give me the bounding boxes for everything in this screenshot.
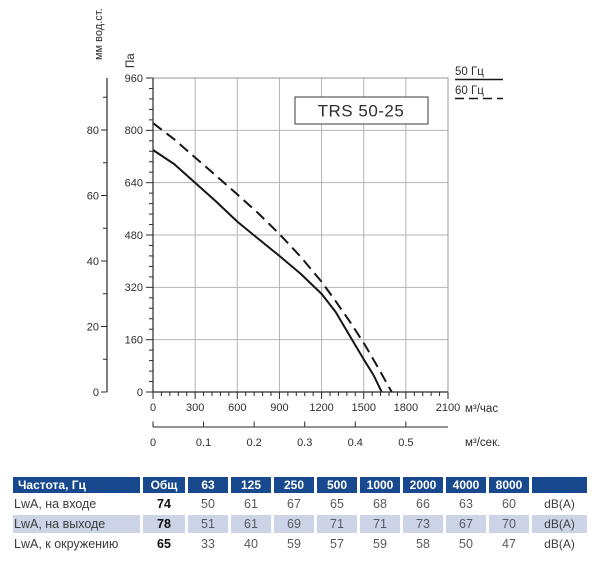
chart-title: TRS 50-25 [318,102,405,121]
x-tick-label: 2100 [436,402,460,414]
x2-tick-label: 0.2 [246,437,261,449]
row-value-cell: 67 [287,497,301,511]
row-value-cell: 71 [360,515,400,533]
curves [152,122,393,393]
row-value-cell: 70 [489,515,529,533]
y2-axis-caption: мм вод.ст. [93,8,105,60]
row-value-cell: 57 [330,537,344,551]
y-tick-label: 0 [137,387,143,399]
axes [101,77,449,428]
x-tick-label: 900 [270,402,288,414]
y-tick-label: 320 [125,282,143,294]
row-value-cell: 69 [274,515,314,533]
row-value-cell: 58 [416,537,430,551]
row-value-cell: 59 [373,537,387,551]
curve-50гц [152,149,383,393]
row-value-cell: 67 [446,515,486,533]
y-axis-caption: Па [125,53,137,68]
legend: 50 Гц 60 Гц [455,66,503,100]
y2-tick-label: 0 [93,387,99,399]
legend-label-60hz: 60 Гц [455,85,484,97]
row-value-cell: 68 [373,497,387,511]
row-value-cell: 73 [403,515,443,533]
x2-tick-label: 0 [150,437,156,449]
table-header-cell: 8000 [489,477,529,493]
x2-tick-label: 0.3 [297,437,312,449]
x-tick-label: 1200 [309,402,333,414]
table-header-cell [532,477,587,493]
row-value-cell: 63 [459,497,473,511]
table-header-cell: 4000 [446,477,486,493]
row-value-cell: 59 [287,537,301,551]
row-label-cell: LwA, на входе [14,497,97,511]
x-tick-label: 600 [228,402,246,414]
y-tick-label: 480 [125,230,143,242]
row-value-cell: 71 [317,515,357,533]
x-tick-label: 1500 [351,402,375,414]
table-header-cell: Частота, Гц [13,477,140,493]
row-total-cell: 65 [157,537,171,551]
row-unit-cell: dB(A) [544,537,575,551]
x-axis-caption: м³/час [465,403,498,415]
row-total-cell: 78 [143,515,185,533]
noise-table: Частота, Гц Общ 63 125 250 500 1000 2000 4000 800… [13,477,587,553]
table-header-cell: 500 [317,477,357,493]
table-header-cell: 1000 [360,477,400,493]
x2-tick-label: 0.5 [398,437,413,449]
row-value-cell: 33 [201,537,215,551]
table-header-cell: 125 [231,477,271,493]
y-tick-label: 960 [125,73,143,85]
row-value-cell: 65 [330,497,344,511]
y2-tick-label: 60 [87,190,99,202]
grid-lines [153,78,448,392]
legend-label-50hz: 50 Гц [455,66,484,78]
row-value-cell: 60 [502,497,516,511]
x2-tick-label: 0.4 [348,437,363,449]
row-value-cell: 61 [244,497,258,511]
x-tick-label: 0 [150,402,156,414]
title-box: TRS 50-25 [294,96,429,125]
x-tick-label: 1800 [394,402,418,414]
x-tick-label: 300 [186,402,204,414]
table-header-cell: 2000 [403,477,443,493]
x2-tick-label: 0.1 [196,437,211,449]
table-header-cell: 250 [274,477,314,493]
table-header-cell: 63 [188,477,228,493]
y-tick-label: 640 [125,177,143,189]
curve-60гц [152,122,393,393]
y-tick-label: 800 [125,125,143,137]
y2-tick-label: 20 [87,321,99,333]
row-value-cell: 47 [502,537,516,551]
row-unit-cell: dB(A) [532,515,587,533]
x2-axis-caption: м³/сек. [465,437,500,449]
row-value-cell: 50 [459,537,473,551]
row-total-cell: 74 [157,497,171,511]
row-value-cell: 40 [244,537,258,551]
y2-tick-label: 40 [87,256,99,268]
row-label-cell: LwA, к окружению [14,537,119,551]
y2-tick-label: 80 [87,125,99,137]
y-tick-label: 160 [125,334,143,346]
row-value-cell: 61 [231,515,271,533]
row-value-cell: 50 [201,497,215,511]
table-header-cell: Общ [143,477,185,493]
row-unit-cell: dB(A) [544,497,575,511]
title-box-frame [294,96,429,125]
row-value-cell: 51 [188,515,228,533]
row-value-cell: 66 [416,497,430,511]
row-label-cell: LwA, на выходе [13,515,140,533]
